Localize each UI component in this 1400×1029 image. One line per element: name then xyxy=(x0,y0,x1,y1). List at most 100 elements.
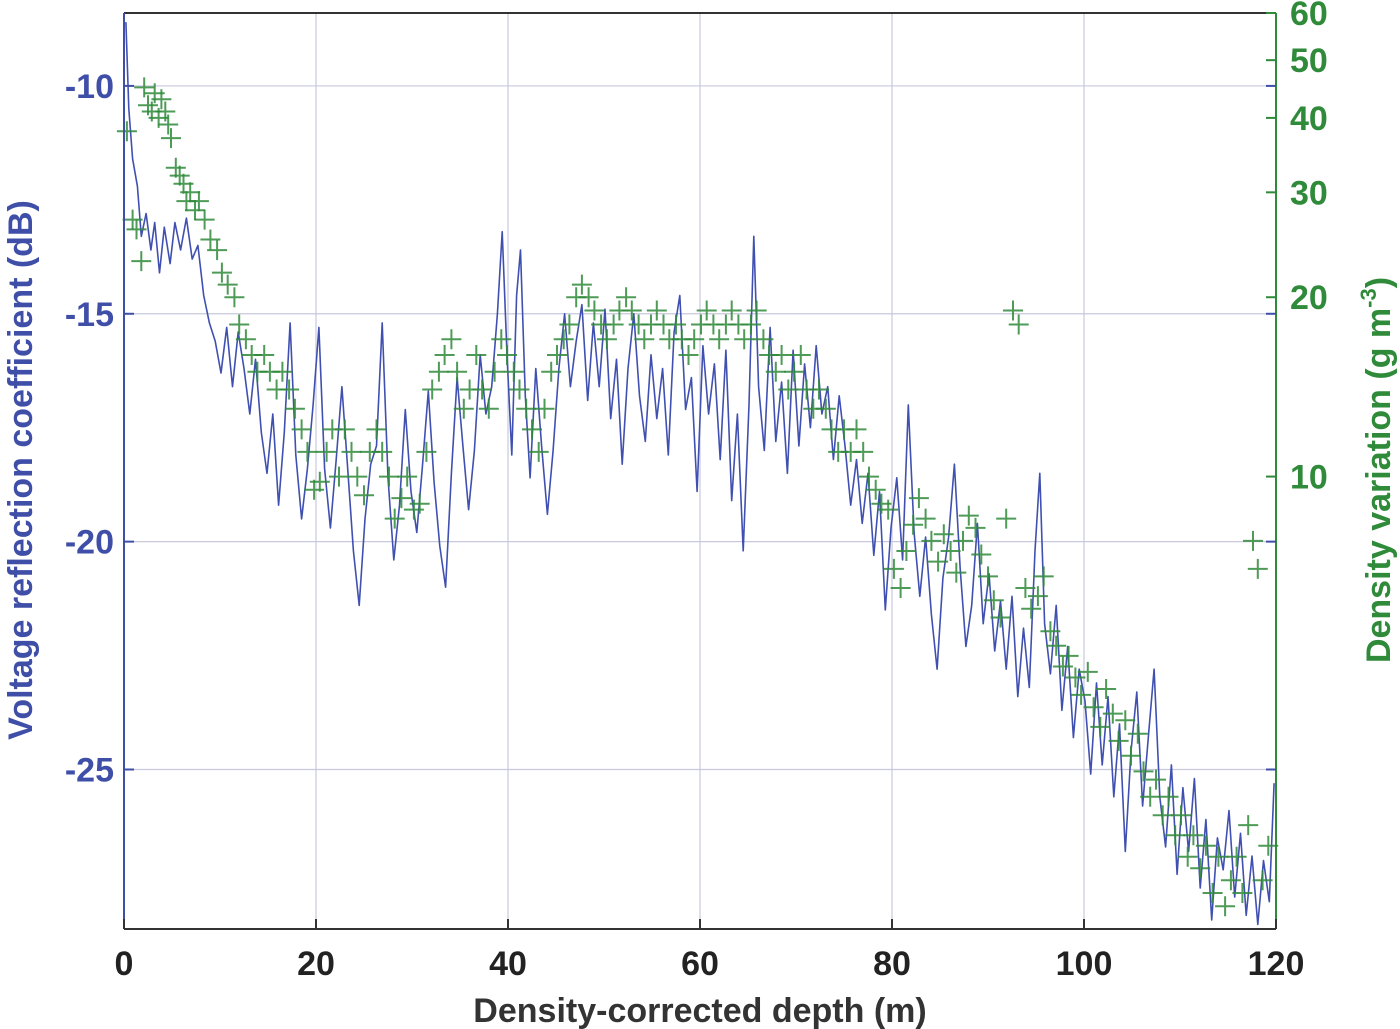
density-point xyxy=(235,329,256,350)
density-point xyxy=(366,419,387,440)
density-point xyxy=(603,314,624,335)
density-point xyxy=(1003,300,1023,321)
density-point xyxy=(254,345,275,365)
density-point xyxy=(933,524,954,545)
density-point xyxy=(859,466,879,487)
density-point xyxy=(634,329,655,350)
density-point xyxy=(528,441,549,462)
density-point xyxy=(291,419,312,440)
density-point xyxy=(646,300,667,321)
density-point xyxy=(434,345,455,365)
density-point xyxy=(397,466,418,487)
density-point xyxy=(416,441,437,462)
density-point xyxy=(1015,578,1036,598)
density-point xyxy=(996,508,1017,529)
density-point xyxy=(1046,635,1067,656)
density-point xyxy=(1232,883,1253,903)
x-tick-label: 0 xyxy=(115,945,134,983)
y-left-tick-label: -15 xyxy=(65,296,114,334)
x-tick-label: 120 xyxy=(1248,945,1305,983)
density-point xyxy=(1040,621,1061,642)
density-point xyxy=(428,361,449,382)
density-point xyxy=(878,499,899,520)
x-tick-label: 20 xyxy=(297,945,335,983)
density-point xyxy=(721,300,742,321)
density-point xyxy=(1165,825,1186,846)
density-point xyxy=(116,121,137,142)
density-point xyxy=(978,566,998,587)
density-point xyxy=(131,251,152,272)
x-tick-label: 40 xyxy=(489,945,527,983)
density-point xyxy=(971,544,992,565)
density-point xyxy=(865,479,886,500)
y-axis-right-label-prefix: Density variation (g m xyxy=(1360,308,1398,663)
density-point xyxy=(1083,697,1104,718)
density-point xyxy=(185,200,205,221)
density-point xyxy=(921,530,942,551)
y-right-tick-label: 10 xyxy=(1290,459,1328,497)
density-point xyxy=(211,262,232,283)
density-point xyxy=(1202,883,1223,903)
density-point xyxy=(896,541,917,561)
density-point xyxy=(180,182,201,203)
density-point xyxy=(784,361,805,382)
density-point xyxy=(1183,825,1204,846)
density-point xyxy=(815,398,836,419)
density-point xyxy=(596,329,617,350)
density-point xyxy=(309,471,330,492)
y-left-tick-label: -25 xyxy=(65,751,114,789)
density-point xyxy=(384,508,405,529)
density-point xyxy=(1195,835,1216,856)
density-point xyxy=(194,209,215,230)
density-point xyxy=(746,300,767,321)
density-point xyxy=(516,398,537,419)
y-right-tick-label: 30 xyxy=(1290,174,1328,212)
density-point xyxy=(522,419,542,440)
density-point xyxy=(134,77,155,98)
density-point xyxy=(890,578,911,598)
density-point xyxy=(1127,723,1148,744)
density-point xyxy=(1247,558,1268,579)
x-tick-label: 100 xyxy=(1056,945,1113,983)
density-point xyxy=(503,361,524,382)
density-point xyxy=(616,287,637,308)
density-point xyxy=(940,541,961,561)
density-point xyxy=(497,345,517,365)
density-point xyxy=(1052,656,1073,677)
density-point xyxy=(1177,846,1198,867)
density-point xyxy=(1152,805,1173,826)
density-point xyxy=(1258,835,1279,856)
density-point xyxy=(379,466,399,487)
scatter-series-layer xyxy=(116,77,1279,917)
density-point xyxy=(578,287,599,308)
density-point xyxy=(484,361,505,382)
density-point xyxy=(200,229,221,250)
density-point xyxy=(1220,870,1241,891)
x-axis-label: Density-corrected depth (m) xyxy=(473,992,926,1029)
density-point xyxy=(297,441,318,462)
density-point xyxy=(491,329,512,350)
density-point xyxy=(1090,716,1111,737)
density-point xyxy=(1158,786,1179,807)
density-point xyxy=(1140,786,1161,807)
density-point xyxy=(559,314,580,335)
density-point xyxy=(1226,846,1247,867)
density-point xyxy=(341,441,362,462)
density-point xyxy=(1027,586,1048,607)
ticks-layer: 0 20 40 60 80 100 120 -10 -15 -20 -25 60 50 40 30 20 10 xyxy=(65,0,1328,983)
y-axis-right-label-sup: -3 xyxy=(1356,288,1381,308)
density-point xyxy=(765,361,786,382)
y-right-tick-label: 60 xyxy=(1290,0,1328,33)
reflection-coefficient-line xyxy=(125,22,1275,926)
density-point xyxy=(391,488,412,509)
density-point xyxy=(1108,730,1129,751)
density-point xyxy=(316,441,337,462)
density-point xyxy=(1171,805,1191,826)
density-point xyxy=(1065,667,1086,688)
density-point xyxy=(188,191,209,212)
density-point xyxy=(953,530,973,551)
density-point xyxy=(1215,896,1236,917)
density-point xyxy=(284,398,305,419)
density-point xyxy=(122,209,143,230)
